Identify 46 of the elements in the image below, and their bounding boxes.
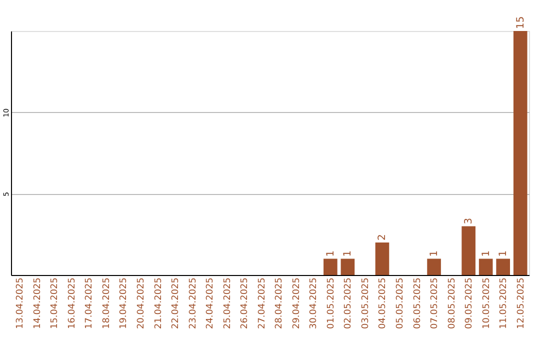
x-tick-label: 02.05.2025	[344, 278, 354, 330]
data-label: 15	[515, 16, 526, 29]
x-tick-label: 16.04.2025	[67, 278, 78, 330]
x-tick-label: 22.04.2025	[171, 278, 182, 330]
bar	[427, 258, 441, 275]
bar	[478, 258, 493, 275]
data-label: 1	[498, 250, 510, 257]
x-tick-label: 24.04.2025	[206, 278, 216, 330]
x-tick-label: 13.04.2025	[16, 278, 26, 330]
x-tick-label: 19.04.2025	[119, 278, 130, 330]
x-tick-label: 23.04.2025	[188, 278, 198, 330]
x-tick-label: 27.04.2025	[257, 278, 268, 330]
bar	[375, 242, 390, 275]
x-tick-label: 20.04.2025	[136, 278, 146, 330]
x-tick-label: 21.04.2025	[154, 278, 164, 330]
data-label: 1	[480, 250, 492, 257]
bar	[496, 258, 510, 275]
x-tick-label: 28.04.2025	[274, 278, 285, 330]
x-tick-label: 07.05.2025	[430, 278, 440, 330]
x-tick-label: 03.05.2025	[360, 278, 371, 330]
data-label: 3	[464, 218, 475, 224]
data-label: 1	[342, 250, 354, 257]
bar	[513, 31, 528, 275]
x-tick-label: 01.05.2025	[326, 278, 336, 330]
data-label: 1	[325, 250, 336, 257]
x-tick-label: 26.04.2025	[240, 278, 250, 330]
x-tick-label: 10.05.2025	[482, 278, 492, 330]
x-tick-label: 15.04.2025	[50, 278, 60, 330]
bar	[324, 258, 338, 275]
x-tick-label: 09.05.2025	[464, 278, 475, 330]
bar	[340, 258, 355, 275]
x-tick-label: 12.05.2025	[516, 278, 526, 330]
x-tick-label: 30.04.2025	[309, 278, 320, 330]
x-tick-label: 08.05.2025	[447, 278, 458, 330]
x-tick-label: 29.04.2025	[292, 278, 302, 330]
x-tick-label: 25.04.2025	[222, 278, 233, 330]
bar	[462, 226, 476, 275]
x-tick-label: 14.04.2025	[32, 278, 43, 330]
data-label: 1	[429, 250, 440, 257]
x-tick-label: 11.05.2025	[499, 278, 510, 330]
x-tick-label: 05.05.2025	[396, 278, 406, 330]
x-tick-label: 04.05.2025	[378, 278, 388, 330]
x-tick-label: 06.05.2025	[412, 278, 423, 330]
data-label: 2	[377, 234, 388, 240]
x-tick-label: 17.04.2025	[84, 278, 95, 330]
x-tick-label: 18.04.2025	[102, 278, 112, 330]
